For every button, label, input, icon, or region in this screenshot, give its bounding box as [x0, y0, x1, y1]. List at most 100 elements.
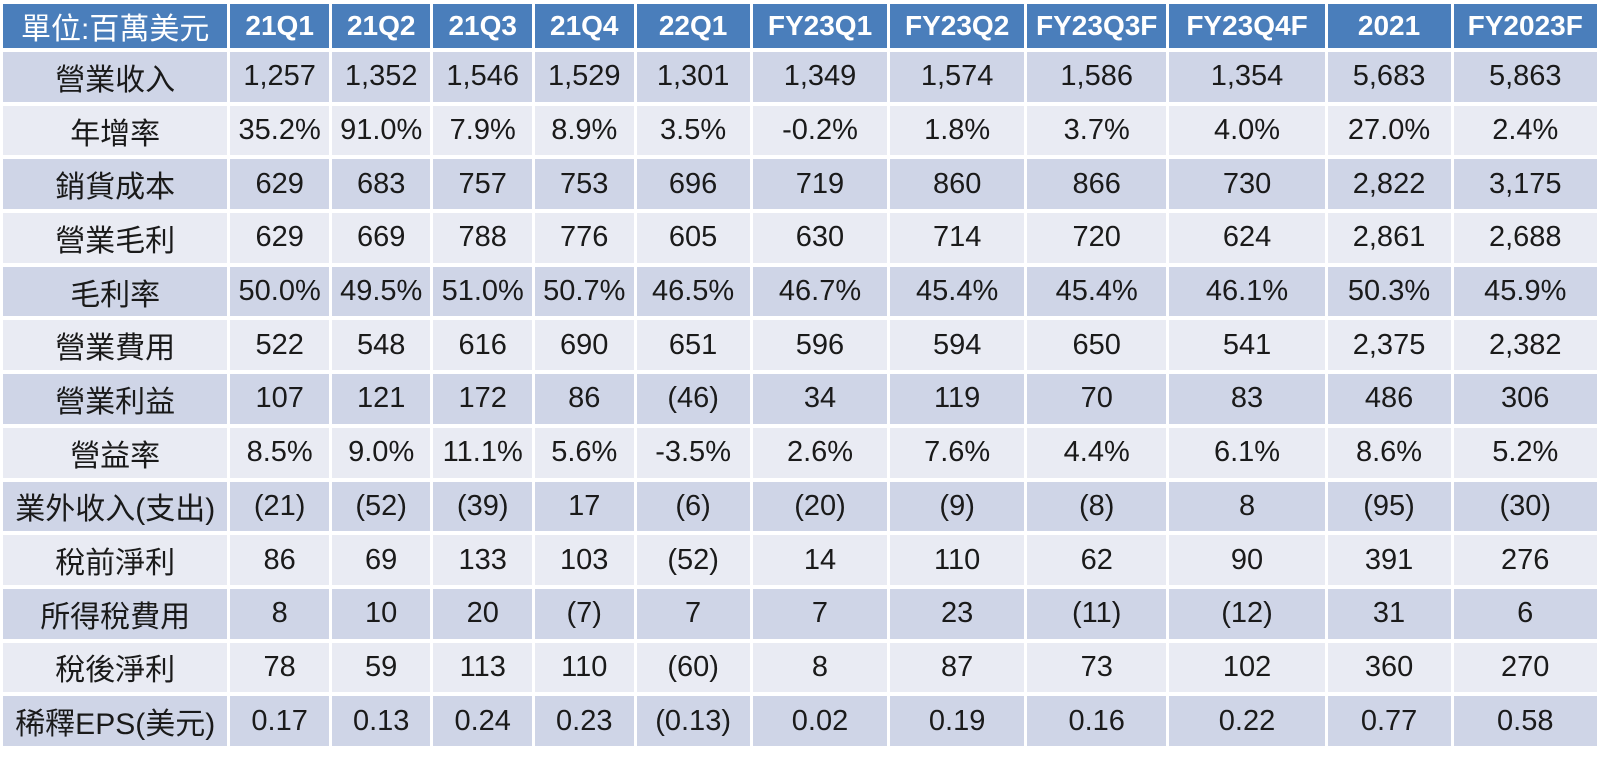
cell: 11.1%: [433, 427, 532, 478]
cell: (11): [1026, 588, 1167, 639]
cell: 860: [890, 159, 1024, 210]
cell: 629: [230, 159, 329, 210]
table-row: 所得稅費用 8 10 20 (7) 7 7 23 (11) (12) 31 6: [3, 588, 1597, 639]
cell: (7): [534, 588, 634, 639]
cell: 1,546: [433, 52, 532, 102]
cell: 172: [433, 374, 532, 424]
row-label: 稅前淨利: [3, 535, 228, 585]
cell: (52): [331, 481, 431, 532]
cell: (39): [433, 481, 532, 532]
cell: 8.6%: [1327, 427, 1451, 478]
cell: 102: [1169, 642, 1325, 693]
cell: 62: [1026, 535, 1167, 585]
column-header: FY23Q2: [890, 4, 1024, 48]
cell: 49.5%: [331, 266, 431, 317]
cell: (0.13): [636, 696, 750, 746]
cell: 306: [1453, 374, 1597, 424]
cell: 866: [1026, 159, 1167, 210]
cell: 46.7%: [752, 266, 888, 317]
cell: 34: [752, 374, 888, 424]
row-label: 銷貨成本: [3, 159, 228, 210]
cell: 594: [890, 320, 1024, 371]
cell: 683: [331, 159, 431, 210]
column-header: FY23Q4F: [1169, 4, 1325, 48]
cell: (9): [890, 481, 1024, 532]
cell: 103: [534, 535, 634, 585]
cell: -3.5%: [636, 427, 750, 478]
cell: 87: [890, 642, 1024, 693]
column-header: 21Q2: [331, 4, 431, 48]
cell: 4.0%: [1169, 105, 1325, 156]
cell: 0.22: [1169, 696, 1325, 746]
cell: 51.0%: [433, 266, 532, 317]
cell: (6): [636, 481, 750, 532]
cell: (21): [230, 481, 329, 532]
cell: 1,301: [636, 52, 750, 102]
cell: 0.58: [1453, 696, 1597, 746]
cell: 624: [1169, 213, 1325, 263]
cell: (8): [1026, 481, 1167, 532]
cell: (52): [636, 535, 750, 585]
cell: 2,688: [1453, 213, 1597, 263]
cell: 5,683: [1327, 52, 1451, 102]
cell: 73: [1026, 642, 1167, 693]
cell: 2,375: [1327, 320, 1451, 371]
cell: 7: [752, 588, 888, 639]
cell: 360: [1327, 642, 1451, 693]
table-row: 營益率 8.5% 9.0% 11.1% 5.6% -3.5% 2.6% 7.6% 4.4% 6.1…: [3, 427, 1597, 478]
cell: 5.6%: [534, 427, 634, 478]
cell: 0.77: [1327, 696, 1451, 746]
row-label: 營業費用: [3, 320, 228, 371]
cell: 1,257: [230, 52, 329, 102]
cell: 83: [1169, 374, 1325, 424]
cell: 14: [752, 535, 888, 585]
cell: 10: [331, 588, 431, 639]
cell: 3.7%: [1026, 105, 1167, 156]
cell: 8.9%: [534, 105, 634, 156]
cell: 17: [534, 481, 634, 532]
cell: 541: [1169, 320, 1325, 371]
cell: 0.16: [1026, 696, 1167, 746]
row-label: 稅後淨利: [3, 642, 228, 693]
cell: 629: [230, 213, 329, 263]
cell: 690: [534, 320, 634, 371]
cell: (46): [636, 374, 750, 424]
cell: 9.0%: [331, 427, 431, 478]
table-row: 營業利益 107 121 172 86 (46) 34 119 70 83 486 306: [3, 374, 1597, 424]
row-label: 營業利益: [3, 374, 228, 424]
row-label: 所得稅費用: [3, 588, 228, 639]
financial-table: 單位:百萬美元 21Q1 21Q2 21Q3 21Q4 22Q1 FY23Q1 FY23Q2…: [3, 4, 1597, 746]
cell: (95): [1327, 481, 1451, 532]
cell: 5.2%: [1453, 427, 1597, 478]
cell: 548: [331, 320, 431, 371]
table-row: 營業費用 522 548 616 690 651 596 594 650 541 2,375 2,38…: [3, 320, 1597, 371]
row-label: 稀釋EPS(美元): [3, 696, 228, 746]
table-row: 毛利率 50.0% 49.5% 51.0% 50.7% 46.5% 46.7% 45.4% 45…: [3, 266, 1597, 317]
column-header: FY23Q1: [752, 4, 888, 48]
cell: 7.9%: [433, 105, 532, 156]
cell: 776: [534, 213, 634, 263]
cell: (20): [752, 481, 888, 532]
cell: 1,586: [1026, 52, 1167, 102]
cell: 788: [433, 213, 532, 263]
cell: 0.17: [230, 696, 329, 746]
cell: 1,354: [1169, 52, 1325, 102]
column-header: 21Q3: [433, 4, 532, 48]
cell: (60): [636, 642, 750, 693]
table-row: 稅後淨利 78 59 113 110 (60) 8 87 73 102 360 270: [3, 642, 1597, 693]
header-row: 單位:百萬美元 21Q1 21Q2 21Q3 21Q4 22Q1 FY23Q1 FY23Q2…: [3, 4, 1597, 48]
cell: 50.7%: [534, 266, 634, 317]
cell: 50.0%: [230, 266, 329, 317]
cell: 651: [636, 320, 750, 371]
cell: 2.6%: [752, 427, 888, 478]
cell: 45.9%: [1453, 266, 1597, 317]
cell: 719: [752, 159, 888, 210]
cell: 6.1%: [1169, 427, 1325, 478]
column-header: 22Q1: [636, 4, 750, 48]
cell: 31: [1327, 588, 1451, 639]
cell: 1,352: [331, 52, 431, 102]
cell: 7: [636, 588, 750, 639]
cell: 50.3%: [1327, 266, 1451, 317]
cell: 616: [433, 320, 532, 371]
